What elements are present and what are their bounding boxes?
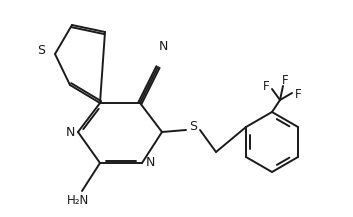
Text: F: F bbox=[295, 89, 301, 102]
Text: S: S bbox=[37, 44, 45, 58]
Text: N: N bbox=[65, 125, 75, 138]
Text: N: N bbox=[158, 41, 168, 54]
Text: S: S bbox=[189, 120, 197, 133]
Text: F: F bbox=[282, 74, 288, 87]
Text: F: F bbox=[263, 79, 269, 92]
Text: N: N bbox=[145, 156, 155, 169]
Text: H₂N: H₂N bbox=[67, 194, 89, 207]
